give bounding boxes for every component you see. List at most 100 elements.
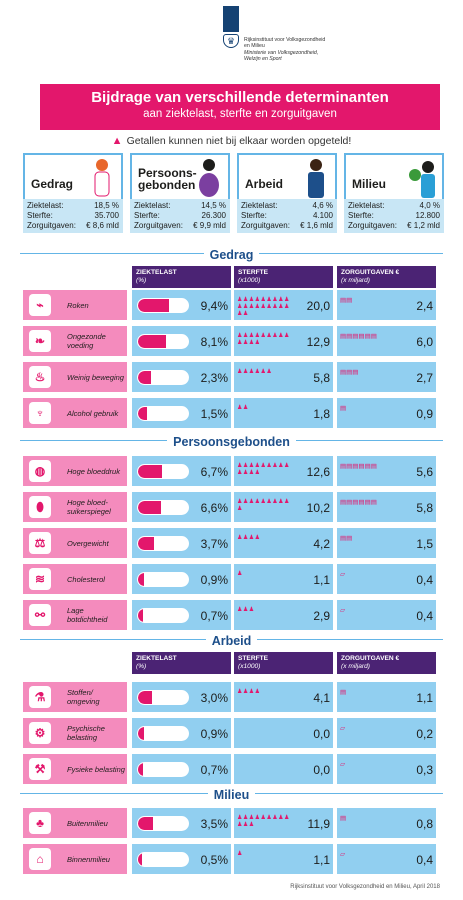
table-row: ♆ Alcohol gebruik 1,5% ♟♟ 1,8 ▤ 0,9 bbox=[23, 398, 436, 428]
sterfte-value: 12,6 bbox=[306, 465, 330, 479]
row-label: Stoffen/ omgeving bbox=[67, 688, 100, 706]
ziektelast-pill bbox=[137, 500, 189, 515]
people-pictogram: ♟♟♟♟♟♟♟♟♟♟ bbox=[237, 499, 290, 512]
sterfte-value: 5,8 bbox=[313, 371, 330, 385]
zorguitgaven-cell: ▤▤▤▤▤▤ 6,0 bbox=[337, 326, 436, 356]
zorguitgaven-value: 0,4 bbox=[416, 609, 433, 623]
zorguitgaven-value: 2,4 bbox=[416, 299, 433, 313]
sterfte-value: 2,9 bbox=[313, 609, 330, 623]
ziektelast-cell: 0,5% bbox=[132, 844, 231, 874]
ziektelast-cell: 1,5% bbox=[132, 398, 231, 428]
row-label-cell: ⚖ Overgewicht bbox=[23, 528, 127, 558]
ziektelast-value: 3,5% bbox=[200, 817, 228, 831]
row-label: Weinig beweging bbox=[67, 372, 124, 382]
ziektelast-cell: 0,9% bbox=[132, 564, 231, 594]
ziektelast-value: 6,6% bbox=[200, 501, 228, 515]
header-ziektelast-arbeid: ZIEKTELAST (%) bbox=[132, 652, 231, 674]
row-label-cell: ♣ Buitenmilieu bbox=[23, 808, 127, 838]
ziektelast-pill bbox=[137, 608, 189, 623]
ziektelast-pill bbox=[137, 370, 189, 385]
ziektelast-value: 2,3% bbox=[200, 371, 228, 385]
zorguitgaven-value: 0,8 bbox=[416, 817, 433, 831]
people-pictogram: ♟♟♟♟♟♟♟♟♟♟♟♟♟♟♟♟♟♟♟♟ bbox=[237, 297, 290, 317]
coins-pictogram: ▱ bbox=[340, 725, 345, 732]
zorguitgaven-cell: ▱ 0,2 bbox=[337, 718, 436, 748]
sterfte-cell: 0,0 bbox=[234, 718, 333, 748]
wine-glass-icon: ♆ bbox=[29, 402, 51, 424]
table-row: ⚙ Psychische belasting 0,9% 0,0 ▱ 0,2 bbox=[23, 718, 436, 748]
row-label: Hoge bloeddruk bbox=[67, 466, 120, 476]
page-subtitle: aan ziektelast, sterfte en zorguitgaven bbox=[143, 108, 337, 120]
zorguitgaven-cell: ▤ 0,9 bbox=[337, 398, 436, 428]
header-sterfte-arbeid: STERFTE (x1000) bbox=[234, 652, 333, 674]
table-row: ⚒ Fysieke belasting 0,7% 0,0 ▱ 0,3 bbox=[23, 754, 436, 784]
cigarette-icon: ⌁ bbox=[29, 294, 51, 316]
sterfte-cell: ♟♟♟♟ 4,2 bbox=[234, 528, 333, 558]
zorguitgaven-cell: ▱ 0,4 bbox=[337, 564, 436, 594]
ziektelast-pill bbox=[137, 298, 189, 313]
row-label: Psychische belasting bbox=[67, 724, 105, 742]
coins-pictogram: ▤▤▤ bbox=[340, 369, 359, 376]
sterfte-value: 0,0 bbox=[313, 727, 330, 741]
row-label: Roken bbox=[67, 300, 89, 310]
ziektelast-pill bbox=[137, 816, 189, 831]
row-label-cell: ◍ Hoge bloeddruk bbox=[23, 456, 127, 486]
sterfte-cell: 0,0 bbox=[234, 754, 333, 784]
row-label: Hoge bloed-suikerspiegel bbox=[67, 498, 111, 516]
ziektelast-cell: 9,4% bbox=[132, 290, 231, 320]
page-title: Bijdrage van verschillende determinanten bbox=[91, 89, 389, 106]
row-label-cell: ♆ Alcohol gebruik bbox=[23, 398, 127, 428]
coins-pictogram: ▱ bbox=[340, 761, 345, 768]
sterfte-cell: ♟♟ 1,8 bbox=[234, 398, 333, 428]
row-label: Binnenmilieu bbox=[67, 854, 110, 864]
ziektelast-pill bbox=[137, 572, 189, 587]
zorguitgaven-value: 0,9 bbox=[416, 407, 433, 421]
row-label-cell: ⚒ Fysieke belasting bbox=[23, 754, 127, 784]
row-label-cell: ♨ Weinig beweging bbox=[23, 362, 127, 392]
ziektelast-value: 0,9% bbox=[200, 727, 228, 741]
sterfte-value: 20,0 bbox=[306, 299, 330, 313]
ziektelast-pill bbox=[137, 464, 189, 479]
flask-icon: ⚗ bbox=[29, 686, 51, 708]
table-row: ❧ Ongezonde voeding 8,1% ♟♟♟♟♟♟♟♟♟♟♟♟♟ 1… bbox=[23, 326, 436, 356]
row-label-cell: ⚗ Stoffen/ omgeving bbox=[23, 682, 127, 712]
header-zorguitgaven: ZORGUITGAVEN € (x miljard) bbox=[337, 266, 436, 288]
sterfte-cell: ♟♟♟♟ 4,1 bbox=[234, 682, 333, 712]
section-milieu: Milieu bbox=[20, 786, 443, 802]
zorguitgaven-value: 6,0 bbox=[416, 335, 433, 349]
sterfte-cell: ♟ 1,1 bbox=[234, 844, 333, 874]
zorguitgaven-cell: ▤ 1,1 bbox=[337, 682, 436, 712]
ziektelast-cell: 3,5% bbox=[132, 808, 231, 838]
sterfte-cell: ♟♟♟♟♟♟♟♟♟♟♟♟ 11,9 bbox=[234, 808, 333, 838]
summary-card-persoonsgebonden: Persoons-gebonden Ziektelast: 14,5 % Sterf… bbox=[130, 153, 230, 233]
people-pictogram: ♟ bbox=[237, 571, 243, 577]
row-label-cell: ⌂ Binnenmilieu bbox=[23, 844, 127, 874]
people-pictogram: ♟♟♟♟ bbox=[237, 535, 261, 541]
sterfte-cell: ♟♟♟ 2,9 bbox=[234, 600, 333, 630]
zorguitgaven-value: 5,6 bbox=[416, 465, 433, 479]
zorguitgaven-cell: ▤▤ 2,4 bbox=[337, 290, 436, 320]
bone-icon: ⚯ bbox=[29, 604, 51, 626]
table-row: ≋ Cholesterol 0,9% ♟ 1,1 ▱ 0,4 bbox=[23, 564, 436, 594]
ziektelast-value: 6,7% bbox=[200, 465, 228, 479]
ziektelast-value: 9,4% bbox=[200, 299, 228, 313]
footer-credit: Rijksinstituut voor Volksgezondheid en M… bbox=[290, 884, 440, 890]
summary-card-milieu: Milieu Ziektelast: 4,0 % Sterfte: 12.800 Zor… bbox=[344, 153, 444, 233]
people-pictogram: ♟♟♟♟♟♟♟♟♟♟♟♟♟ bbox=[237, 333, 290, 346]
ziektelast-cell: 6,6% bbox=[132, 492, 231, 522]
warning-note: ▲ Getallen kunnen niet bij elkaar worden … bbox=[111, 135, 352, 147]
ziektelast-cell: 8,1% bbox=[132, 326, 231, 356]
title-banner: Bijdrage van verschillende determinanten… bbox=[40, 84, 440, 130]
people-pictogram: ♟♟♟♟ bbox=[237, 689, 261, 695]
ziektelast-cell: 2,3% bbox=[132, 362, 231, 392]
zorguitgaven-cell: ▱ 0,4 bbox=[337, 600, 436, 630]
ziektelast-cell: 0,7% bbox=[132, 754, 231, 784]
sterfte-value: 1,1 bbox=[313, 573, 330, 587]
sterfte-cell: ♟♟♟♟♟♟♟♟♟♟♟♟♟♟♟♟♟♟♟♟ 20,0 bbox=[234, 290, 333, 320]
man-with-tablet-figure bbox=[301, 157, 331, 199]
organisation-name: Rijksinstituut voor Volksgezondheid en Mi… bbox=[244, 37, 326, 62]
couch-icon: ♨ bbox=[29, 366, 51, 388]
food-icon: ❧ bbox=[29, 330, 51, 352]
table-row: ♨ Weinig beweging 2,3% ♟♟♟♟♟♟ 5,8 ▤▤▤ 2,… bbox=[23, 362, 436, 392]
row-label-cell: ≋ Cholesterol bbox=[23, 564, 127, 594]
